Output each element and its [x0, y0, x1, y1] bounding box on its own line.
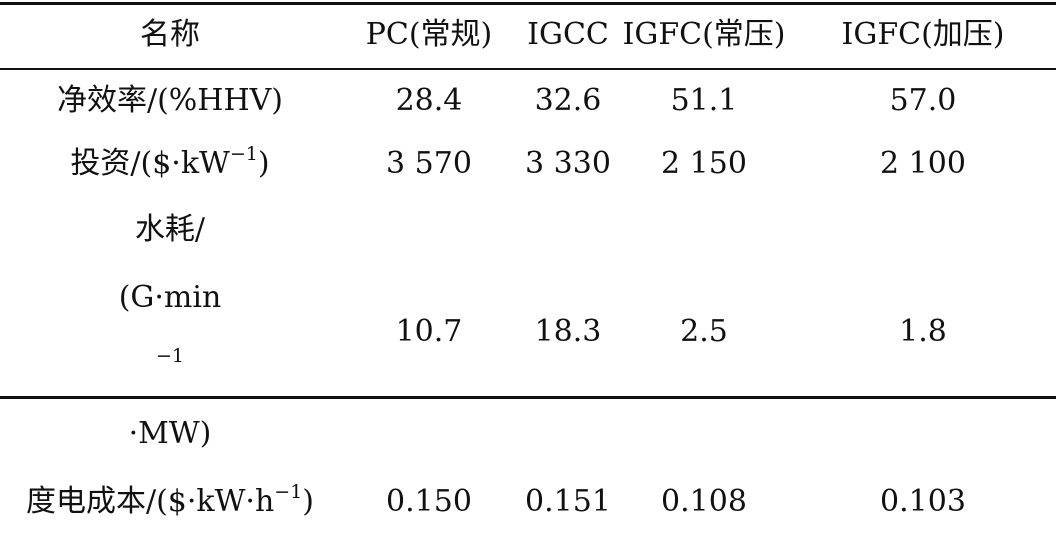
column-header-pc: PC(常规) [365, 17, 493, 52]
comparison-table-wrapper: 名称 PC(常规) IGCC IGFC(常压) IGFC(加压) 净效率/(%H… [0, 2, 1056, 516]
table-cell: 51.1 [670, 83, 738, 118]
table-cell: 0.151 [525, 483, 611, 519]
table-header-row: 名称 PC(常规) IGCC IGFC(常压) IGFC(加压) [0, 0, 1056, 70]
row-label-investment-sup: −1 [229, 143, 258, 165]
row-label-water-consumption: 水耗/ (G·min −1 ·MW) [0, 196, 340, 468]
row-label-electricity-cost: 度电成本/($·kW·h−1) [0, 468, 340, 535]
row-label-cost-suffix: ) [302, 483, 315, 519]
row-label-investment: 投资/($·kW−1) [0, 132, 340, 196]
table-top-rule [0, 2, 1056, 5]
row-label-cost-sup: −1 [274, 480, 303, 503]
column-header-igfc-atmospheric: IGFC(常压) [622, 17, 786, 52]
table-cell: 2 100 [880, 146, 966, 181]
table-cell: 0.150 [386, 483, 472, 519]
row-label-net-efficiency: 净效率/(%HHV) [56, 83, 283, 118]
row-label-water-line2: (G·min −1 ·MW) [119, 264, 222, 468]
row-label-investment-prefix: 投资/($·kW [70, 146, 230, 181]
table-bottom-rule [0, 396, 1056, 399]
table-cell: 2.5 [680, 314, 728, 349]
table-row: 水耗/ (G·min −1 ·MW) 10.7 18.3 2.5 1.8 [0, 196, 1056, 468]
column-header-name: 名称 [140, 17, 200, 52]
table-cell: 0.108 [661, 483, 747, 519]
table-cell: 18.3 [534, 314, 602, 349]
row-label-water-line2-suffix: ·MW) [128, 416, 212, 451]
row-label-investment-suffix: ) [257, 146, 270, 181]
table-cell: 1.8 [899, 314, 947, 349]
table-cell: 3 330 [525, 146, 611, 181]
column-header-igfc-pressurized: IGFC(加压) [841, 17, 1005, 52]
table-cell: 10.7 [395, 314, 463, 349]
column-header-igcc: IGCC [527, 17, 609, 52]
table-row: 投资/($·kW−1) 3 570 3 330 2 150 2 100 [0, 132, 1056, 196]
table-cell: 57.0 [889, 83, 957, 118]
table-row: 净效率/(%HHV) 28.4 32.6 51.1 57.0 [0, 70, 1056, 132]
row-label-water-line2-sup: −1 [155, 345, 184, 367]
table-header-rule [0, 68, 1056, 70]
table-cell: 32.6 [534, 83, 602, 118]
table-cell: 28.4 [395, 83, 463, 118]
table-row: 度电成本/($·kW·h−1) 0.150 0.151 0.108 0.103 [0, 468, 1056, 535]
row-label-cost-prefix: 度电成本/($·kW·h [25, 483, 275, 519]
table-cell: 2 150 [661, 146, 747, 181]
table-cell: 3 570 [386, 146, 472, 181]
row-label-water-line1: 水耗/ [134, 212, 206, 247]
table-cell: 0.103 [880, 483, 966, 519]
row-label-water-line2-prefix: (G·min [118, 280, 222, 315]
